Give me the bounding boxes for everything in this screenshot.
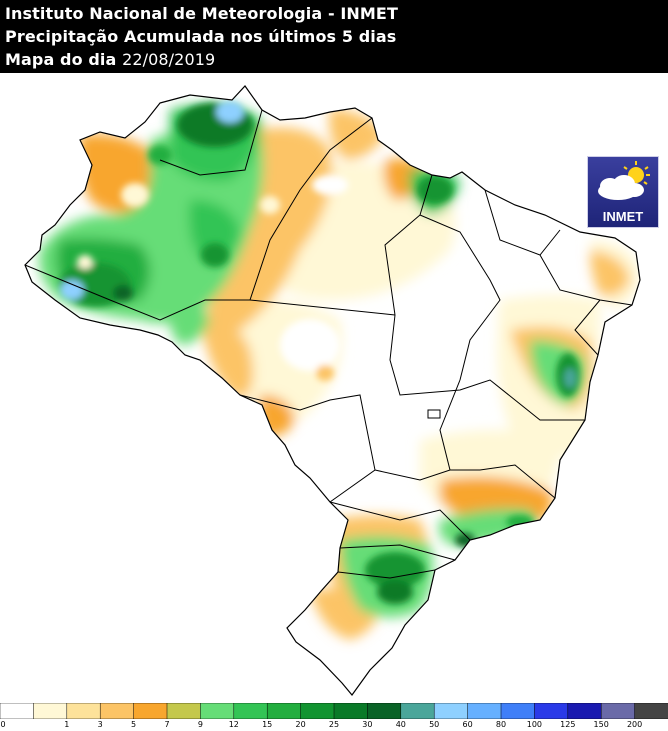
legend-swatch — [367, 703, 402, 719]
legend-labels: 0 1 3 5 7 9 12 15 20 25 30 40 50 60 80 100 125 150 200 — [0, 720, 668, 731]
legend-swatch — [534, 703, 569, 719]
legend-swatch — [567, 703, 602, 719]
legend-swatch — [400, 703, 435, 719]
legend-tick-label: 100 — [526, 720, 543, 729]
legend-swatch — [133, 703, 168, 719]
map-title: Precipitação Acumulada nos últimos 5 dia… — [5, 27, 397, 46]
precipitation-map: INMET — [0, 73, 668, 703]
legend-swatch — [333, 703, 369, 719]
date-prefix: Mapa do dia — [5, 50, 123, 69]
inmet-logo: INMET — [587, 156, 659, 228]
legend-tick-label: 9 — [197, 720, 203, 729]
legend-swatch — [99, 703, 135, 719]
state-borders — [24, 85, 641, 696]
precipitation-fields — [25, 86, 640, 695]
legend-tick-label: 0 — [0, 720, 6, 729]
map-date: 22/08/2019 — [122, 50, 216, 69]
legend-tick-label: 15 — [262, 720, 273, 729]
legend-swatch — [266, 703, 302, 719]
legend-swatch — [600, 703, 636, 719]
legend-tick-label: 50 — [429, 720, 440, 729]
legend-tick-label: 7 — [164, 720, 170, 729]
map-date-line: Mapa do dia 22/08/2019 — [5, 50, 215, 69]
legend-swatch — [467, 703, 502, 719]
legend-swatch — [33, 703, 68, 719]
legend-swatch — [500, 703, 536, 719]
legend-tick-label: 200 — [626, 720, 643, 729]
legend-swatch — [200, 703, 235, 719]
legend-tick-label: 25 — [328, 720, 340, 729]
institute-title: Instituto Nacional de Meteorologia - INM… — [5, 4, 398, 23]
precipitation-legend: 0 1 3 5 7 9 12 15 20 25 30 40 50 60 80 100 125 150 200 — [0, 703, 668, 731]
legend-tick-label: 80 — [495, 720, 507, 729]
legend-swatch — [433, 703, 469, 719]
legend-tick-label: 12 — [228, 720, 239, 729]
header: Instituto Nacional de Meteorologia - INM… — [0, 0, 668, 73]
legend-color-bar — [0, 703, 668, 719]
sun-cloud-icon — [598, 161, 650, 200]
legend-tick-label: 40 — [395, 720, 406, 729]
legend-tick-label: 3 — [97, 720, 103, 729]
legend-swatch — [166, 703, 202, 719]
legend-tick-label: 20 — [295, 720, 306, 729]
legend-tick-label: 60 — [462, 720, 473, 729]
legend-tick-label: 1 — [64, 720, 70, 729]
legend-tick-label: 125 — [560, 720, 576, 729]
legend-swatch — [634, 703, 668, 719]
legend-tick-label: 30 — [362, 720, 373, 729]
brazil-map — [24, 85, 641, 696]
logo-text: INMET — [602, 209, 644, 224]
legend-swatch — [233, 703, 268, 719]
legend-tick-label: 150 — [593, 720, 609, 729]
legend-swatch — [300, 703, 335, 719]
legend-swatch — [66, 703, 101, 719]
legend-swatch — [0, 703, 35, 719]
legend-tick-label: 5 — [131, 720, 137, 729]
